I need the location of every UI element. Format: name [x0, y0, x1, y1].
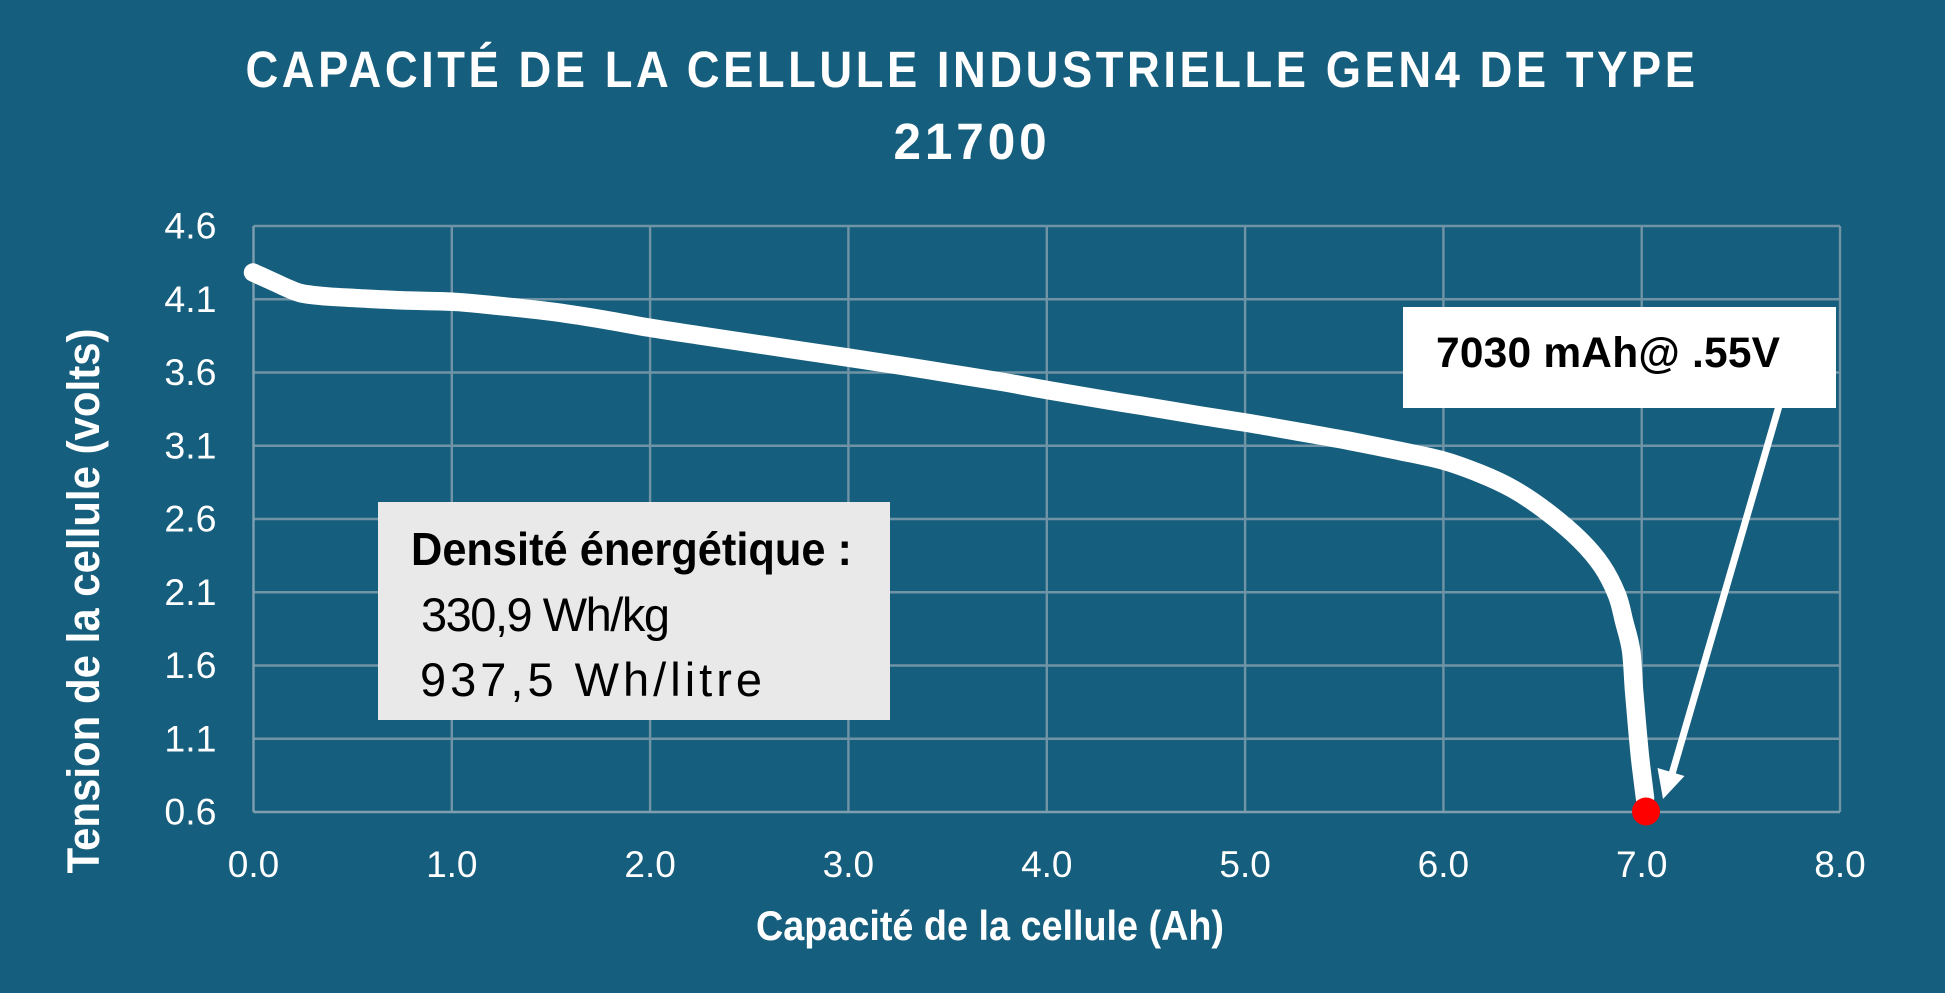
svg-text:0.6: 0.6: [164, 791, 216, 833]
svg-text:Capacité de la cellule (Ah): Capacité de la cellule (Ah): [756, 902, 1224, 949]
svg-text:Tension de la cellule (volts): Tension de la cellule (volts): [58, 329, 109, 874]
svg-text:7.0: 7.0: [1616, 844, 1667, 885]
svg-text:7030 mAh@ .55V: 7030 mAh@ .55V: [1436, 330, 1781, 377]
svg-text:4.0: 4.0: [1021, 844, 1072, 885]
svg-text:330,9 Wh/kg: 330,9 Wh/kg: [421, 588, 670, 641]
svg-text:0.0: 0.0: [228, 844, 279, 885]
svg-text:21700: 21700: [894, 113, 1051, 170]
svg-text:2.1: 2.1: [164, 571, 216, 613]
svg-text:4.1: 4.1: [164, 278, 216, 320]
svg-text:8.0: 8.0: [1814, 844, 1865, 885]
svg-text:1.1: 1.1: [164, 717, 216, 759]
svg-text:3.1: 3.1: [164, 424, 216, 466]
svg-text:5.0: 5.0: [1219, 844, 1270, 885]
svg-text:3.6: 3.6: [164, 351, 216, 393]
svg-text:1.0: 1.0: [426, 844, 477, 885]
svg-text:3.0: 3.0: [823, 844, 874, 885]
svg-text:Densité énergétique :: Densité énergétique :: [411, 523, 852, 575]
svg-text:937,5 Wh/litre: 937,5 Wh/litre: [420, 653, 762, 706]
svg-text:6.0: 6.0: [1418, 844, 1469, 885]
svg-text:CAPACITÉ DE LA CELLULE INDUSTR: CAPACITÉ DE LA CELLULE INDUSTRIELLE GEN4…: [246, 41, 1699, 98]
svg-text:4.6: 4.6: [164, 205, 216, 247]
svg-text:1.6: 1.6: [164, 644, 216, 686]
svg-text:2.6: 2.6: [164, 498, 216, 540]
svg-text:2.0: 2.0: [624, 844, 675, 885]
